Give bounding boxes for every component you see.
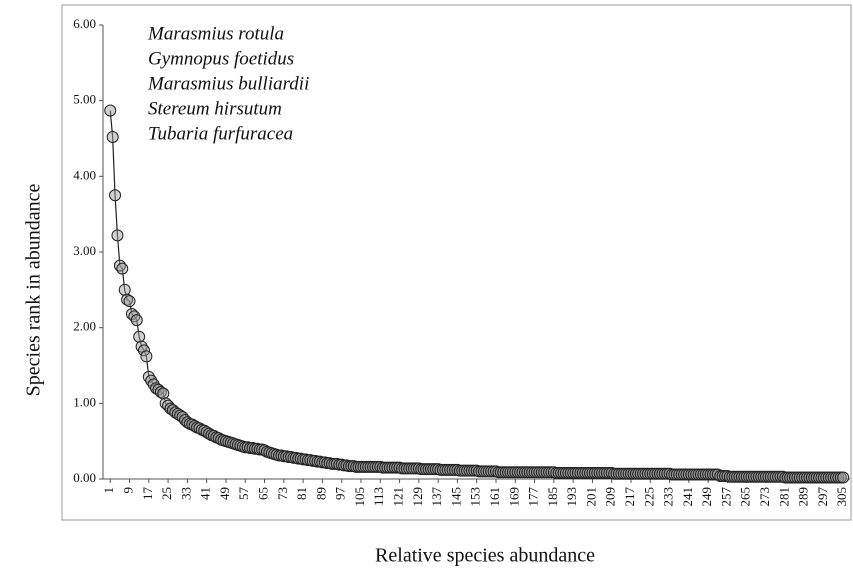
x-axis-label: Relative species abundance [375, 545, 595, 567]
data-point [123, 295, 136, 308]
x-tick-label: 169 [506, 487, 521, 507]
x-tick-label: 41 [198, 487, 213, 500]
x-tick-label: 305 [834, 487, 849, 507]
data-point [111, 229, 124, 242]
x-tick-label: 57 [236, 487, 251, 501]
x-tick-label: 105 [352, 487, 367, 507]
annotation: Tubaria furfuracea [148, 123, 293, 144]
x-tick-label: 49 [217, 487, 232, 500]
series-line [109, 110, 844, 479]
annotation: Marasmius rotula [147, 23, 284, 44]
x-tick-label: 129 [410, 487, 425, 507]
y-tick-label: 4.00 [73, 167, 96, 182]
y-tick-label: 1.00 [73, 394, 96, 409]
x-tick-label: 81 [294, 487, 309, 500]
annotation: Stereum hirsutum [148, 98, 282, 119]
x-tick-label: 193 [564, 487, 579, 507]
y-axis-label: Species rank in abundance [23, 184, 45, 397]
x-tick-label: 225 [641, 487, 656, 507]
data-point [116, 262, 129, 275]
data-point [106, 130, 119, 143]
data-point [109, 189, 122, 202]
x-tick-label: 249 [699, 487, 714, 507]
x-tick-label: 73 [275, 487, 290, 500]
data-point [137, 344, 150, 357]
y-tick-label: 0.00 [73, 470, 96, 485]
x-tick-label: 161 [487, 487, 502, 507]
annotation: Gymnopus foetidus [148, 48, 294, 69]
x-tick-label: 121 [391, 487, 406, 507]
annotation: Marasmius bulliardii [147, 73, 309, 94]
x-tick-label: 185 [545, 487, 560, 507]
x-tick-label: 297 [815, 487, 830, 507]
x-tick-label: 9 [121, 487, 136, 494]
data-point [118, 283, 131, 296]
data-point [104, 104, 117, 117]
data-point [157, 387, 170, 400]
x-tick-label: 97 [333, 487, 348, 501]
x-tick-label: 33 [178, 487, 193, 500]
y-tick-label: 3.00 [73, 243, 96, 258]
x-tick-label: 113 [371, 487, 386, 506]
x-tick-label: 17 [140, 487, 155, 501]
x-tick-label: 201 [583, 487, 598, 507]
x-tick-label: 217 [622, 487, 637, 507]
x-tick-label: 177 [526, 487, 541, 507]
x-tick-label: 153 [468, 487, 483, 507]
data-point [130, 314, 143, 327]
x-tick-label: 233 [661, 487, 676, 507]
data-point [133, 330, 146, 343]
x-tick-label: 241 [680, 487, 695, 507]
x-tick-label: 137 [429, 487, 444, 507]
y-tick-label: 6.00 [73, 16, 96, 31]
x-tick-label: 257 [718, 487, 733, 507]
y-tick-label: 2.00 [73, 319, 96, 334]
x-tick-label: 1 [101, 487, 116, 494]
y-tick-label: 5.00 [73, 92, 96, 107]
x-tick-label: 265 [738, 487, 753, 507]
plot-frame [61, 4, 852, 521]
data-point [140, 350, 153, 363]
x-tick-label: 65 [256, 487, 271, 500]
x-tick-label: 89 [313, 487, 328, 500]
x-tick-label: 25 [159, 487, 174, 500]
x-tick-label: 209 [603, 487, 618, 507]
x-tick-label: 273 [757, 487, 772, 507]
x-tick-label: 145 [448, 487, 463, 507]
x-tick-label: 281 [776, 487, 791, 507]
x-tick-label: 289 [796, 487, 811, 507]
data-point [837, 471, 850, 484]
annotations: Marasmius rotula Gymnopus foetidus Marasmi… [147, 23, 309, 144]
